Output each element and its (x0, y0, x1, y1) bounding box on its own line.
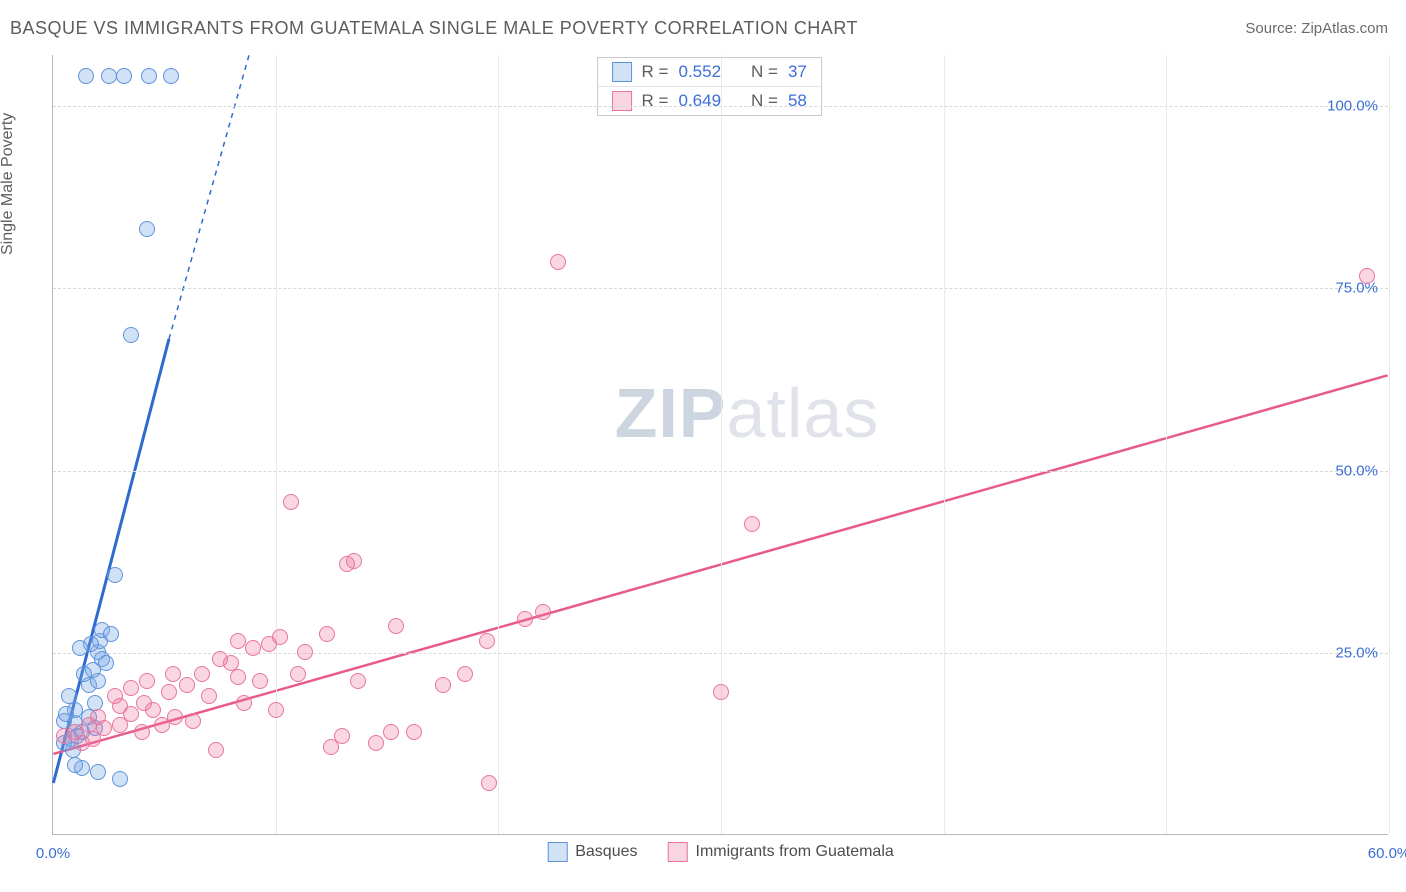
series-label: Immigrants from Guatemala (695, 843, 893, 861)
data-point (272, 629, 288, 645)
data-point (535, 604, 551, 620)
legend-n-value: 37 (788, 62, 807, 82)
y-axis-label: Single Male Poverty (0, 113, 17, 255)
data-point (76, 666, 92, 682)
trendline-extrapolation (169, 55, 249, 339)
legend-n-value: 58 (788, 91, 807, 111)
data-point (87, 695, 103, 711)
data-point (179, 677, 195, 693)
data-point (383, 724, 399, 740)
y-tick-label: 100.0% (1327, 98, 1378, 115)
gridline (498, 55, 499, 834)
series-legend: Basques Immigrants from Guatemala (547, 842, 894, 862)
legend-swatch (612, 62, 632, 82)
data-point (145, 702, 161, 718)
data-point (457, 666, 473, 682)
data-point (98, 655, 114, 671)
data-point (517, 611, 533, 627)
watermark: ZIPatlas (615, 373, 880, 453)
source-attribution: Source: ZipAtlas.com (1245, 20, 1388, 37)
y-tick-label: 50.0% (1335, 462, 1378, 479)
data-point (230, 633, 246, 649)
data-point (236, 695, 252, 711)
data-point (141, 68, 157, 84)
series-legend-item: Basques (547, 842, 637, 862)
data-point (388, 618, 404, 634)
legend-swatch (667, 842, 687, 862)
data-point (90, 764, 106, 780)
data-point (78, 68, 94, 84)
data-point (201, 688, 217, 704)
data-point (319, 626, 335, 642)
data-point (346, 553, 362, 569)
data-point (334, 728, 350, 744)
series-label: Basques (575, 843, 637, 861)
data-point (194, 666, 210, 682)
data-point (406, 724, 422, 740)
data-point (72, 640, 88, 656)
legend-r-value: 0.649 (678, 91, 721, 111)
data-point (165, 666, 181, 682)
data-point (116, 68, 132, 84)
gridline (944, 55, 945, 834)
y-tick-label: 25.0% (1335, 644, 1378, 661)
data-point (123, 327, 139, 343)
data-point (744, 516, 760, 532)
series-legend-item: Immigrants from Guatemala (667, 842, 893, 862)
legend-swatch (547, 842, 567, 862)
data-point (107, 567, 123, 583)
data-point (435, 677, 451, 693)
data-point (85, 731, 101, 747)
gridline (1166, 55, 1167, 834)
data-point (139, 673, 155, 689)
data-point (268, 702, 284, 718)
data-point (550, 254, 566, 270)
data-point (103, 626, 119, 642)
legend-row: R = 0.649 N = 58 (598, 87, 821, 115)
data-point (245, 640, 261, 656)
data-point (713, 684, 729, 700)
data-point (67, 757, 83, 773)
data-point (252, 673, 268, 689)
data-point (123, 706, 139, 722)
page-title: BASQUE VS IMMIGRANTS FROM GUATEMALA SING… (10, 18, 858, 39)
data-point (208, 742, 224, 758)
x-tick-label: 60.0% (1368, 845, 1406, 862)
data-point (368, 735, 384, 751)
data-point (167, 709, 183, 725)
data-point (297, 644, 313, 660)
legend-swatch (612, 91, 632, 111)
data-point (163, 68, 179, 84)
legend-row: R = 0.552 N = 37 (598, 58, 821, 87)
source-link[interactable]: ZipAtlas.com (1301, 20, 1388, 37)
legend-r-label: R = (642, 62, 669, 82)
data-point (101, 68, 117, 84)
gridline (721, 55, 722, 834)
gridline (1389, 55, 1390, 834)
x-tick-label: 0.0% (36, 845, 70, 862)
data-point (123, 680, 139, 696)
legend-n-label: N = (751, 62, 778, 82)
correlation-legend: R = 0.552 N = 37 R = 0.649 N = 58 (597, 57, 822, 116)
data-point (481, 775, 497, 791)
data-point (283, 494, 299, 510)
data-point (139, 221, 155, 237)
legend-r-value: 0.552 (678, 62, 721, 82)
data-point (161, 684, 177, 700)
legend-r-label: R = (642, 91, 669, 111)
data-point (58, 706, 74, 722)
data-point (112, 771, 128, 787)
data-point (230, 669, 246, 685)
data-point (134, 724, 150, 740)
data-point (185, 713, 201, 729)
data-point (479, 633, 495, 649)
data-point (350, 673, 366, 689)
data-point (1359, 268, 1375, 284)
legend-n-label: N = (751, 91, 778, 111)
data-point (290, 666, 306, 682)
scatter-plot: ZIPatlas R =0.552N =37R =0.649N =58 Basq… (52, 55, 1388, 835)
data-point (61, 688, 77, 704)
